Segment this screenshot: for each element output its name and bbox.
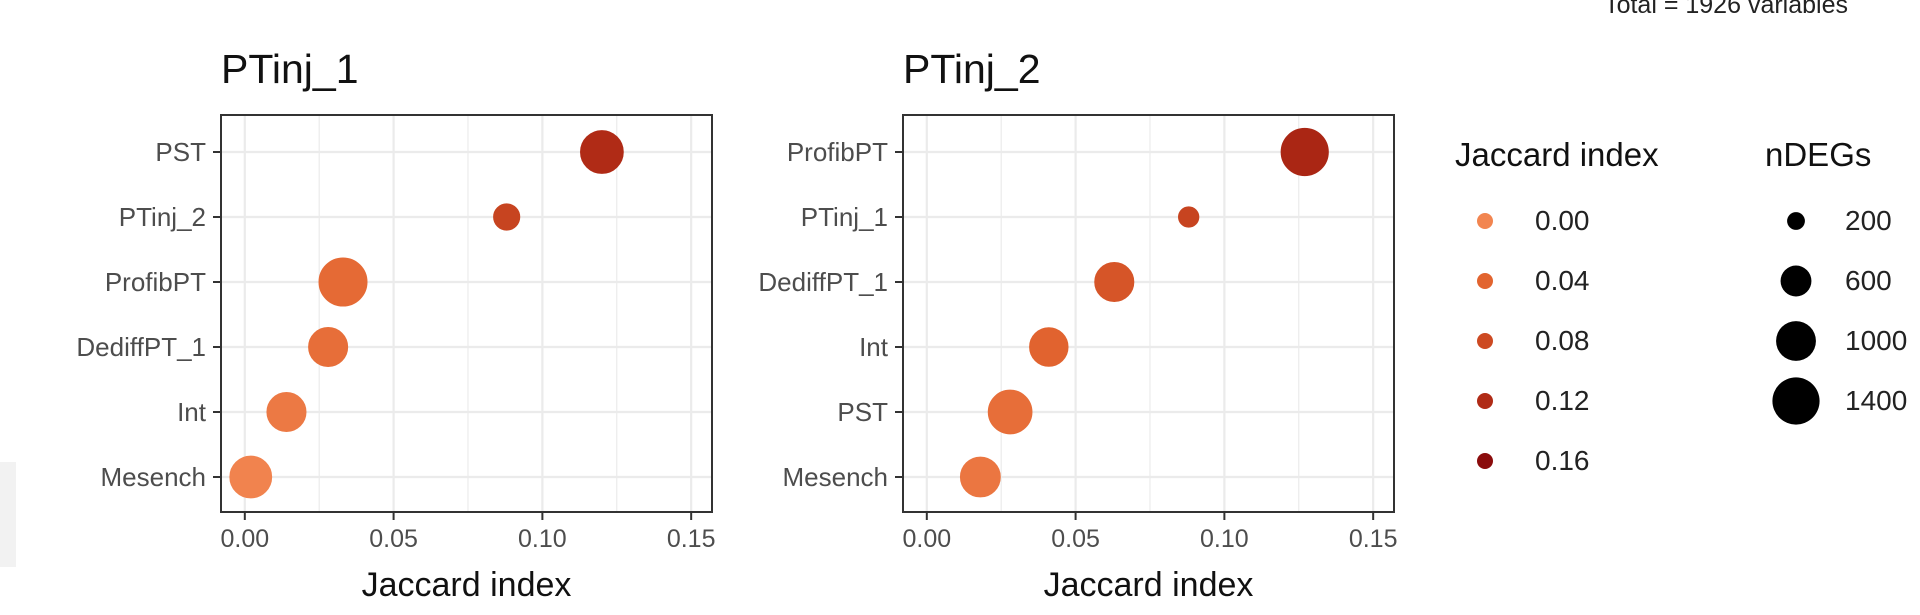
x-tick-label: 0.15	[667, 525, 716, 553]
y-category-label: DediffPT_1	[76, 332, 206, 362]
color-legend-key	[1477, 273, 1493, 289]
data-point	[493, 203, 521, 231]
color-legend-key	[1477, 453, 1493, 469]
y-category-label: DediffPT_1	[758, 267, 888, 297]
size-legend-label: 1400	[1845, 385, 1907, 416]
y-category-label: Mesench	[783, 462, 889, 492]
x-tick-label: 0.05	[1051, 525, 1100, 553]
x-tick-label: 0.10	[518, 525, 567, 553]
color-legend-title: Jaccard index	[1455, 136, 1659, 173]
y-category-label: Int	[177, 397, 207, 427]
size-legend-key	[1772, 377, 1820, 425]
y-category-label: ProfibPT	[105, 267, 206, 297]
left-edge-tab	[0, 462, 16, 567]
color-legend-key	[1477, 393, 1493, 409]
data-point	[580, 130, 624, 174]
plot-panel	[221, 115, 712, 512]
size-legend-title: nDEGs	[1765, 136, 1871, 173]
data-point	[959, 456, 1001, 498]
size-legend-key	[1787, 212, 1805, 230]
data-point	[266, 391, 307, 433]
chart-title: PTinj_1	[221, 46, 359, 92]
size-legend-key	[1780, 265, 1812, 297]
color-legend-label: 0.08	[1535, 325, 1590, 356]
data-point	[1029, 327, 1069, 367]
x-axis-label: Jaccard index	[362, 566, 572, 604]
data-point	[229, 455, 273, 499]
x-tick-label: 0.10	[1200, 525, 1249, 553]
size-legend-key	[1776, 321, 1816, 361]
data-point	[1094, 261, 1135, 303]
color-legend-key	[1477, 213, 1493, 229]
size-legend-label: 1000	[1845, 325, 1907, 356]
size-legend-label: 200	[1845, 205, 1892, 236]
size-legend-label: 600	[1845, 265, 1892, 296]
color-legend-key	[1477, 333, 1493, 349]
y-category-label: Mesench	[101, 462, 207, 492]
data-point	[1178, 206, 1200, 228]
color-legend-label: 0.04	[1535, 265, 1590, 296]
color-legend-label: 0.16	[1535, 445, 1590, 476]
panel-border	[902, 114, 1395, 513]
x-tick-label: 0.05	[369, 525, 418, 553]
x-tick-label: 0.00	[902, 525, 951, 553]
total-variables-note: Total = 1926 variables	[1604, 0, 1848, 19]
y-category-label: PST	[155, 137, 206, 167]
data-point	[308, 326, 349, 368]
y-category-label: PST	[837, 397, 888, 427]
data-point	[1280, 127, 1329, 177]
chart-title: PTinj_2	[903, 46, 1041, 92]
color-legend-label: 0.12	[1535, 385, 1590, 416]
panel-border	[220, 114, 713, 513]
y-category-label: PTinj_1	[801, 202, 888, 232]
y-category-label: PTinj_2	[119, 202, 206, 232]
color-legend-label: 0.00	[1535, 205, 1590, 236]
data-point	[987, 389, 1033, 435]
x-tick-label: 0.00	[220, 525, 269, 553]
y-category-label: ProfibPT	[787, 137, 888, 167]
y-category-label: Int	[859, 332, 889, 362]
x-axis-label: Jaccard index	[1044, 566, 1254, 604]
plot-panel	[903, 115, 1394, 512]
x-tick-label: 0.15	[1349, 525, 1398, 553]
data-point	[318, 257, 368, 307]
